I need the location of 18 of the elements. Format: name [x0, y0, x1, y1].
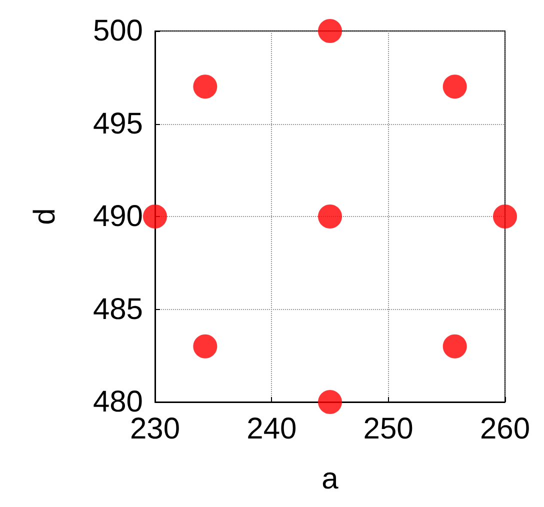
- point: [193, 334, 218, 358]
- point: [442, 334, 467, 358]
- x-axis-title: a: [322, 462, 339, 496]
- y-tick-label: 490: [92, 200, 143, 233]
- x-tick-label: 240: [246, 412, 297, 446]
- x-tick-label: 250: [363, 412, 414, 446]
- y-tick-label: 500: [92, 14, 143, 48]
- point: [318, 19, 342, 43]
- point: [493, 204, 517, 228]
- y-axis-title: d: [28, 208, 62, 225]
- y-tick-label: 485: [92, 292, 143, 326]
- point: [193, 74, 218, 99]
- x-tick-label: 260: [480, 412, 530, 446]
- point: [143, 204, 167, 228]
- y-tick-label: 495: [92, 107, 143, 140]
- point: [318, 390, 342, 414]
- point: [442, 74, 467, 99]
- point: [318, 204, 342, 228]
